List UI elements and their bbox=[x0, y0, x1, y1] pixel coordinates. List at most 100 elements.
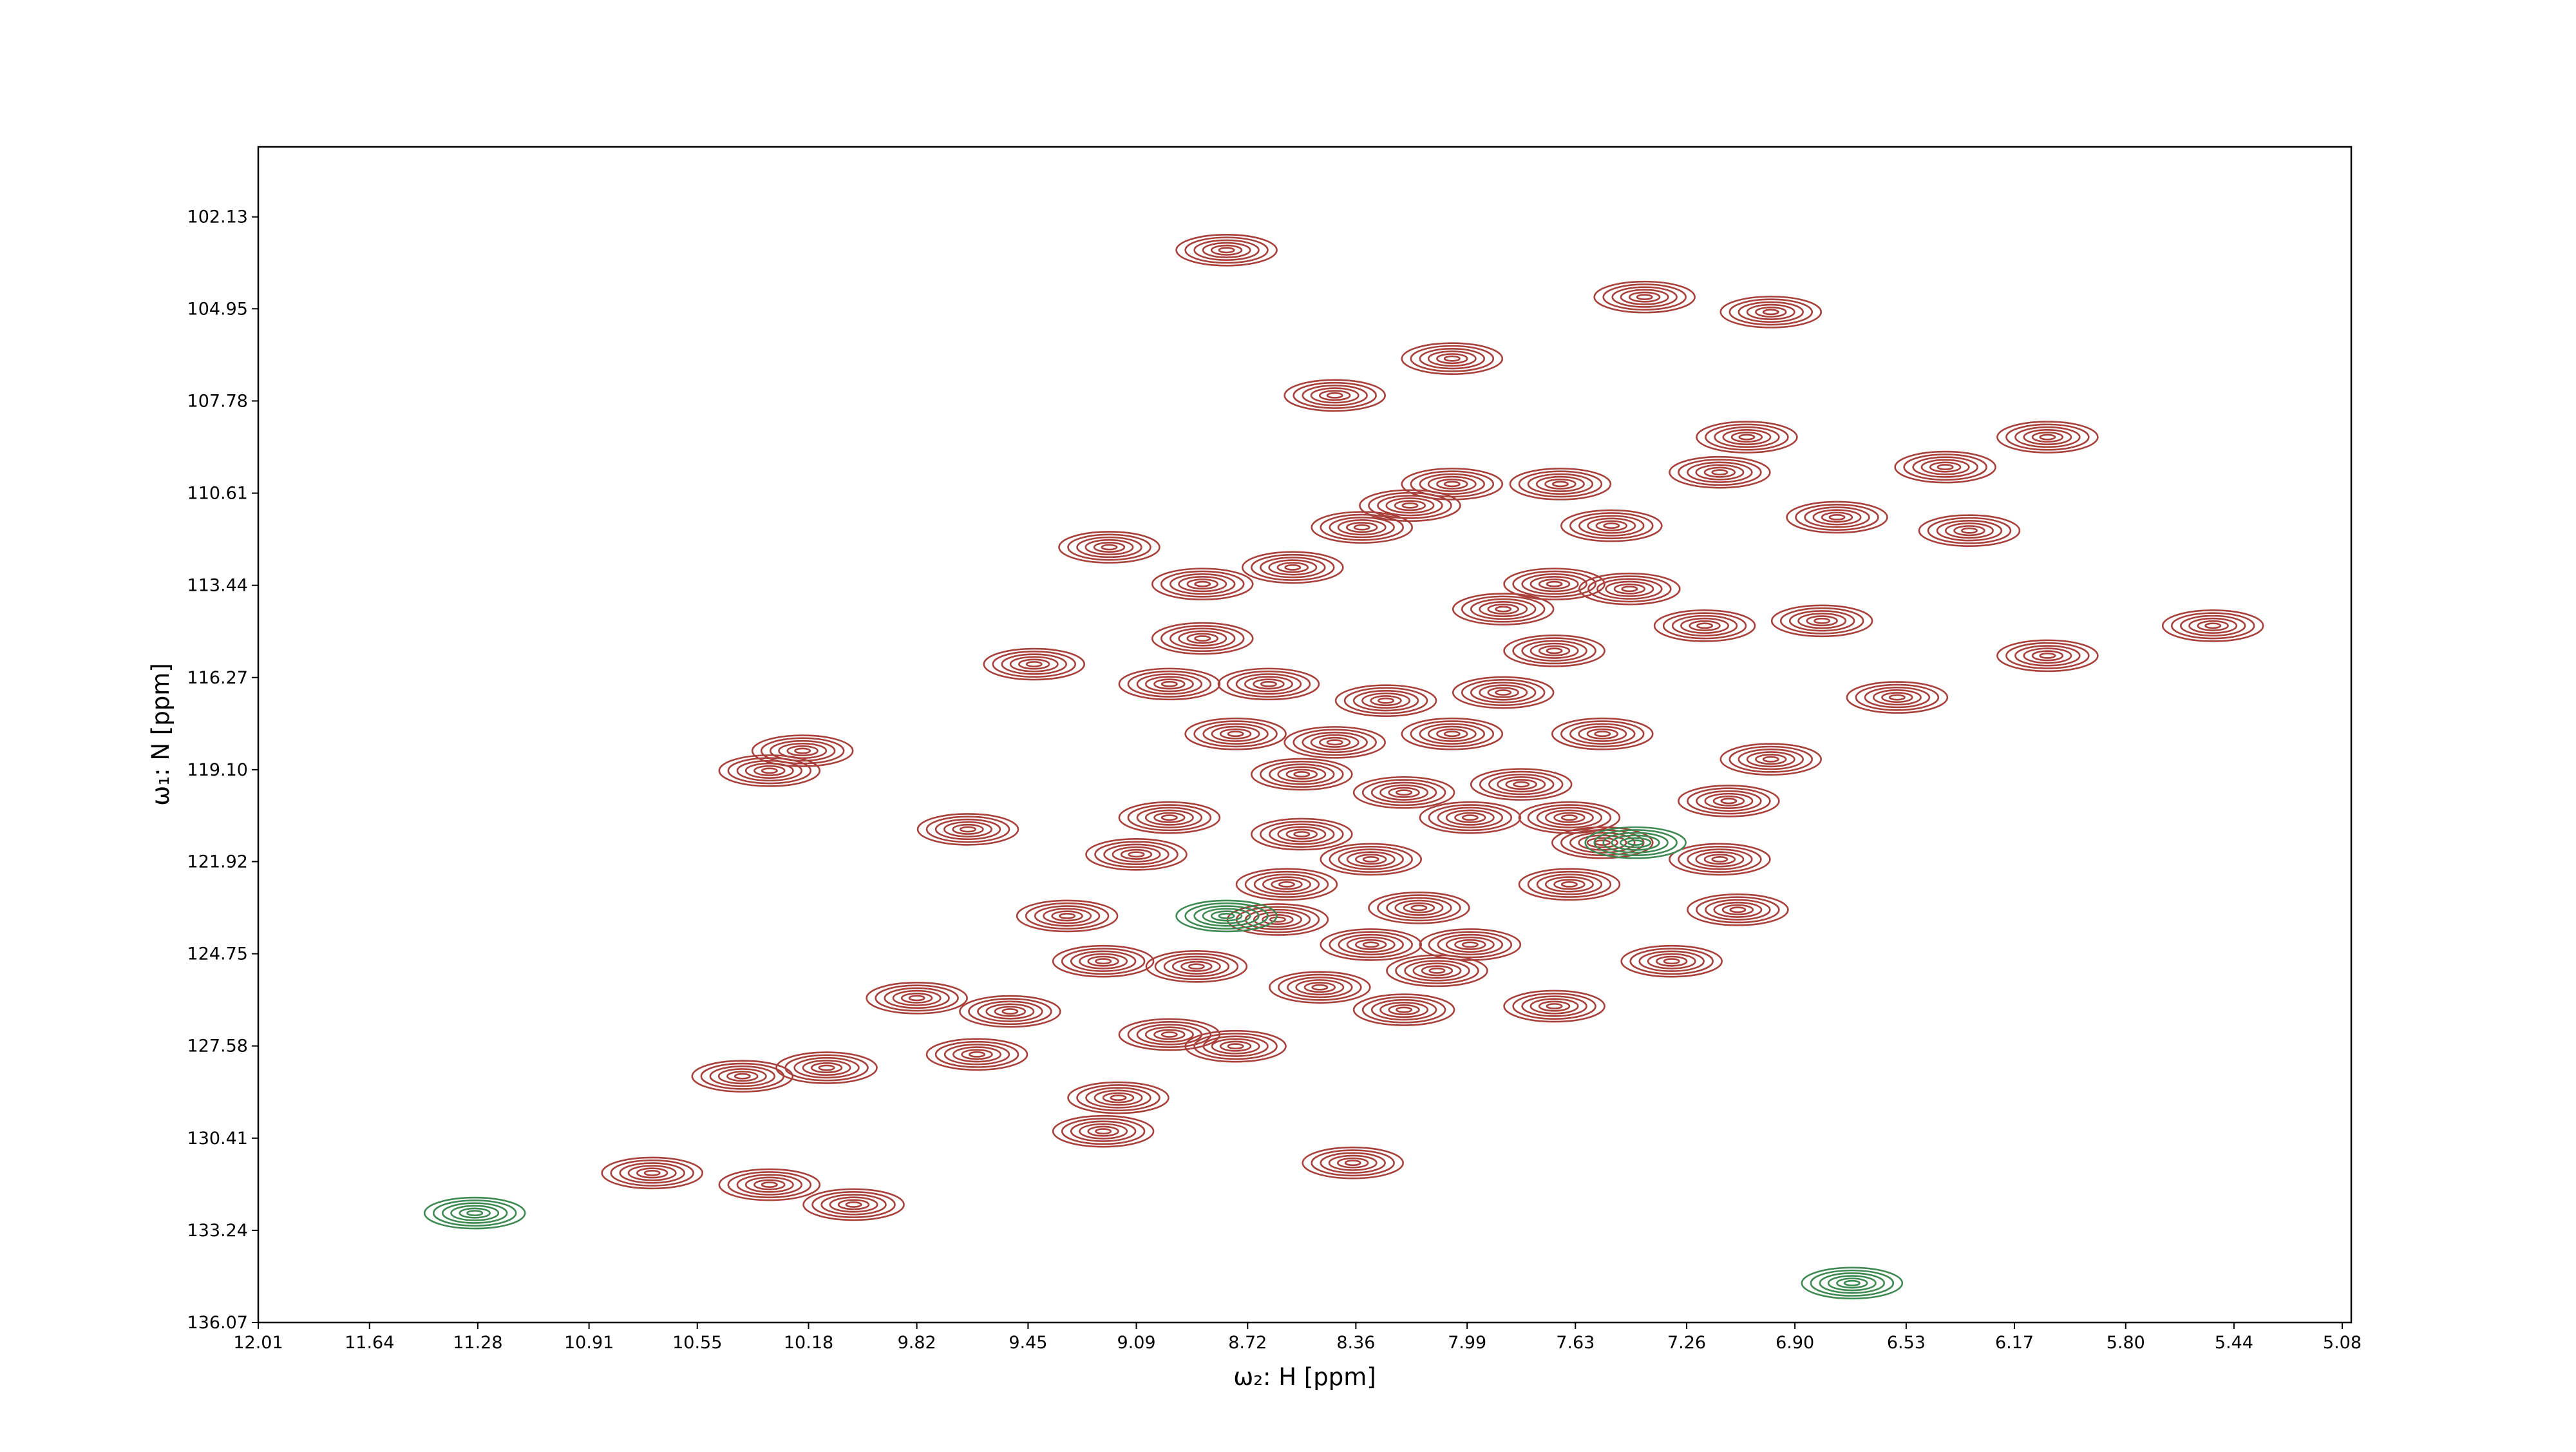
contour-level bbox=[1293, 729, 1377, 756]
contour-level bbox=[1738, 301, 1804, 323]
contour-level bbox=[1730, 432, 1763, 443]
contour-level bbox=[1368, 492, 1452, 519]
peak bbox=[1452, 676, 1555, 709]
contour-level bbox=[1538, 578, 1571, 590]
contour-level bbox=[1620, 944, 1723, 978]
contour-level bbox=[1260, 680, 1277, 687]
peak bbox=[1269, 971, 1371, 1004]
contour-level bbox=[959, 995, 1061, 1028]
contour-level bbox=[1419, 348, 1486, 370]
contour-level bbox=[717, 1068, 767, 1085]
peak bbox=[1016, 899, 1119, 933]
contour-level bbox=[1569, 512, 1654, 540]
contour-level bbox=[1428, 931, 1513, 959]
contour-level bbox=[1144, 1026, 1194, 1043]
contour-level bbox=[952, 823, 984, 835]
peak bbox=[1352, 993, 1455, 1026]
contour-level bbox=[1551, 826, 1654, 859]
contour-level bbox=[1127, 670, 1212, 698]
contour-level bbox=[1186, 578, 1218, 590]
x-tick-label: 10.91 bbox=[564, 1333, 614, 1353]
contour-level bbox=[1513, 781, 1530, 788]
contour-level bbox=[1461, 595, 1546, 623]
contour-level bbox=[1479, 770, 1564, 798]
contour-level bbox=[837, 1199, 870, 1210]
contour-level bbox=[1110, 1094, 1127, 1101]
contour-level bbox=[1251, 817, 1353, 851]
peak bbox=[1470, 768, 1573, 801]
contour-level bbox=[1070, 1120, 1137, 1142]
contour-level bbox=[1283, 379, 1386, 412]
contour-level bbox=[2014, 426, 2081, 448]
contour-level bbox=[744, 1176, 794, 1193]
peak bbox=[1226, 903, 1329, 936]
contour-level bbox=[1810, 1269, 1895, 1297]
contour-level bbox=[1711, 469, 1728, 476]
contour-level bbox=[1202, 1035, 1269, 1057]
contour-level bbox=[1536, 874, 1603, 895]
contour-level bbox=[794, 747, 811, 754]
contour-level bbox=[1025, 661, 1043, 667]
contour-level bbox=[1346, 851, 1396, 868]
contour-level bbox=[2005, 423, 2090, 451]
contour-level bbox=[778, 742, 828, 759]
contour-level bbox=[1551, 481, 1569, 488]
contour-level bbox=[726, 1071, 759, 1082]
contour-level bbox=[943, 1044, 1010, 1065]
contour-level bbox=[1170, 573, 1236, 595]
contour-level bbox=[934, 1040, 1019, 1068]
contour-level bbox=[1202, 723, 1269, 745]
contour-level bbox=[1394, 500, 1426, 511]
contour-level bbox=[1551, 717, 1654, 750]
contour-level bbox=[1087, 955, 1119, 967]
contour-level bbox=[2161, 609, 2264, 642]
plot-area bbox=[423, 234, 2264, 1300]
contour-level bbox=[1593, 280, 1696, 314]
contour-level bbox=[1687, 461, 1753, 483]
contour-level bbox=[900, 992, 933, 1004]
contour-level bbox=[1260, 557, 1326, 578]
contour-level bbox=[1269, 916, 1286, 923]
contour-level bbox=[1755, 306, 1787, 318]
contour-level bbox=[802, 1059, 851, 1076]
y-tick-label: 124.75 bbox=[187, 944, 248, 964]
contour-level bbox=[1836, 1277, 1868, 1289]
contour-level bbox=[1497, 776, 1546, 793]
contour-level bbox=[1594, 731, 1611, 738]
contour-level bbox=[1421, 965, 1454, 977]
contour-level bbox=[1427, 725, 1477, 742]
contour-level bbox=[1067, 1081, 1170, 1114]
y-tick-label: 110.61 bbox=[187, 484, 248, 504]
peak bbox=[1503, 634, 1605, 667]
contour-level bbox=[1936, 520, 2003, 542]
contour-level bbox=[1346, 522, 1378, 533]
contour-level bbox=[1344, 1160, 1361, 1167]
contour-level bbox=[727, 1171, 812, 1199]
peak bbox=[1184, 717, 1287, 750]
contour-level bbox=[1560, 720, 1645, 748]
contour-level bbox=[441, 1202, 508, 1224]
contour-level bbox=[1419, 928, 1522, 961]
contour-level bbox=[1696, 622, 1714, 629]
contour-level bbox=[961, 1049, 993, 1060]
contour-level bbox=[1277, 826, 1327, 843]
contour-level bbox=[1578, 515, 1645, 537]
contour-level bbox=[1084, 539, 1134, 556]
contour-level bbox=[1276, 562, 1309, 573]
contour-level bbox=[2204, 622, 2222, 629]
contour-level bbox=[1470, 598, 1537, 620]
y-tick-label: 104.95 bbox=[187, 299, 248, 319]
contour-level bbox=[1738, 749, 1804, 770]
contour-level bbox=[1079, 1123, 1128, 1140]
contour-level bbox=[1338, 933, 1404, 956]
contour-level bbox=[1819, 1272, 1886, 1294]
contour-level bbox=[627, 1165, 677, 1181]
peak bbox=[1359, 489, 1461, 522]
contour-level bbox=[1355, 854, 1387, 865]
contour-level bbox=[1401, 502, 1419, 509]
peak bbox=[1334, 684, 1437, 717]
contour-level bbox=[1353, 524, 1370, 531]
peak bbox=[1311, 511, 1414, 544]
peak bbox=[1151, 568, 1254, 600]
peak bbox=[2161, 609, 2264, 642]
